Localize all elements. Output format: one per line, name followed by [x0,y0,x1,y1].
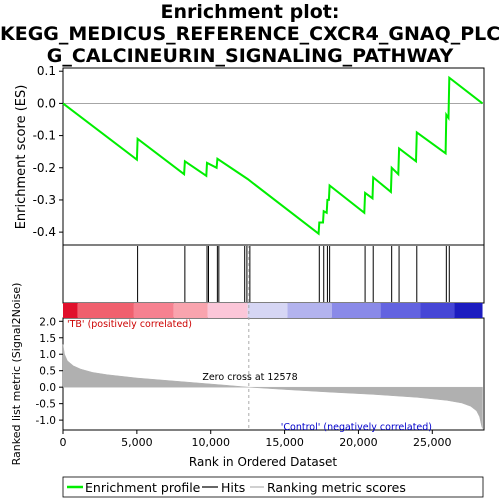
color-bar-segment [63,303,78,318]
metric-y-tick-label: -0.5 [36,399,57,411]
es-y-axis-label: Enrichment score (ES) [14,85,29,230]
es-panel-frame [63,68,484,245]
x-axis-label: Rank in Ordered Dataset [189,455,337,469]
es-y-tick-label: 0.0 [37,96,56,110]
color-bar-segment [454,303,482,318]
x-tick-label: 25,000 [413,436,452,449]
negative-corr-label: 'Control' (negatively correlated) [281,422,432,433]
color-bar-segment [288,303,332,318]
es-y-tick-label: -0.2 [33,161,56,175]
legend-label-hits: Hits [221,480,245,495]
metric-y-tick-label: 1.0 [39,349,56,361]
metric-y-tick-label: 0.5 [39,366,56,378]
x-tick-label: 0 [60,436,67,449]
color-bar [63,303,483,318]
es-y-tick-label: -0.1 [33,129,56,143]
metric-y-tick-label: 2.0 [39,316,56,328]
es-y-tick-label: 0.1 [37,64,56,78]
color-bar-segment [248,303,288,318]
metric-y-axis-label: Ranked list metric (Signal2Noise) [10,283,23,466]
es-y-tick-label: -0.3 [33,193,56,207]
metric-y-tick-label: -1.0 [36,415,57,427]
color-bar-segment [78,303,134,318]
zero-cross-label: Zero cross at 12578 [202,372,297,383]
positive-corr-label: 'TB' (positively correlated) [67,319,192,330]
metric-y-tick-label: 0.0 [39,382,56,394]
color-bar-segment [134,303,174,318]
es-y-tick-label: -0.4 [33,225,56,239]
x-tick-label: 20,000 [339,436,378,449]
legend-label-ranking: Ranking metric scores [267,480,406,495]
color-bar-segment [174,303,208,318]
color-bar-segment [420,303,454,318]
x-tick-label: 5,000 [121,436,153,449]
metric-y-tick-label: 1.5 [39,333,56,345]
legend-label-enrichment: Enrichment profile [85,480,201,495]
color-bar-segment [332,303,381,318]
color-bar-segment [381,303,421,318]
x-tick-label: 15,000 [265,436,304,449]
x-tick-label: 10,000 [191,436,230,449]
color-bar-segment [208,303,248,318]
hits-panel-frame [63,245,484,303]
